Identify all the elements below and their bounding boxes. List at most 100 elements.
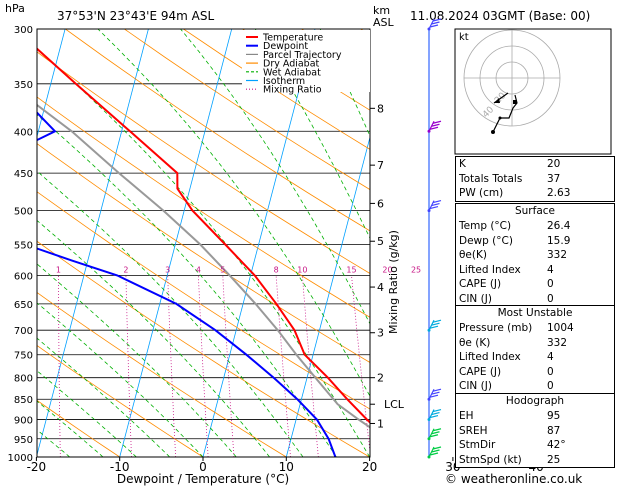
surface-panel: Surface Temp (°C) 26.4 Dewp (°C) 15.9 θe(K) 3… [455,203,615,307]
legend-label: Dewpoint [263,41,308,52]
sounding-series [37,47,370,457]
wind-barb [427,408,442,422]
legend-label: Isotherm [263,76,305,87]
wet-adiabat-line [37,429,70,457]
isotherm-line [37,29,149,457]
mixing-ratio-line [167,275,176,457]
height-km-label: 2 [377,372,384,385]
surface-value: 26.4 [547,220,571,232]
mixing-ratio-line [275,275,291,457]
hodograph-param-label: StmDir [459,439,496,451]
surface-value: 4 [547,263,554,276]
wet-adiabat-line [37,370,137,457]
wind-barb [427,120,442,133]
isotherm-line [119,29,233,457]
index-row: Totals Totals 37 [456,172,614,187]
mixing-ratio-labels: 1 2 3 4 5 8 10 15 20 25 [56,265,421,274]
surface-row: CAPE (J) 0 [456,277,614,292]
mixing-ratio-line [302,275,319,457]
wet-adiabat-line [37,219,270,457]
wet-adiabat-line [254,29,370,240]
surface-row: Dewp (°C) 15.9 [456,234,614,249]
index-row: PW (cm) 2.63 [456,186,614,201]
most-unstable-row: Pressure (mb) 1004 [456,321,614,336]
index-label: Totals Totals [459,172,523,185]
temperature-tick-label: 0 [199,460,207,474]
surface-label: θe(K) [459,249,487,261]
dry-adiabat-line [37,399,120,457]
hodograph-param-row: StmDir 42° [456,438,614,453]
most-unstable-value: 4 [547,351,554,363]
index-value: 20 [547,158,561,170]
wet-adiabat-line [37,337,170,457]
surface-value: 332 [547,249,568,261]
surface-label: Temp (°C) [459,220,512,232]
mixing-ratio-label: 20 [382,265,392,274]
location-title: 37°53'N 23°43'E 94m ASL [57,9,214,23]
index-value: 2.63 [547,187,571,199]
mixing-ratio-line [351,275,370,456]
legend-label: Mixing Ratio [263,85,322,96]
mixing-ratio-label: 8 [274,265,279,274]
height-km-label: 5 [377,235,384,248]
km-axis-title: km [373,4,390,17]
isotherm-line [202,29,316,457]
wet-adiabat-line [97,29,370,397]
hodograph-param-label: StmSpd (kt) [459,453,522,466]
wet-adiabat-line [37,263,237,457]
pressure-tick-label: 900 [14,416,33,427]
hodograph-param-row: SREH 87 [456,424,614,439]
mixing-ratio-label: 10 [297,265,307,274]
mixing-ratio-line [125,275,132,457]
most-unstable-row: CIN (J) 0 [456,379,614,394]
hodograph-param-value: 87 [547,424,561,437]
most-unstable-value: 0 [547,365,554,378]
height-km-tick-labels: 1 2 3 4 5 6 7 8 LCL [370,102,405,430]
pressure-tick-label: 600 [14,271,33,282]
temperature-tick-label: 20 [362,460,377,474]
pressure-tick-label: 950 [14,435,33,446]
indices-panel: K 20 Totals Totals 37 PW (cm) 2.63 [455,156,615,202]
pressure-tick-label: 650 [14,300,33,311]
hodograph-param-label: SREH [459,424,488,437]
y2-axis-title: Mixing Ratio (g/kg) [387,230,400,334]
index-label: K [459,158,466,170]
isotherm-line [285,135,370,457]
pressure-tick-label: 700 [14,326,33,337]
series-line-temperature [37,47,370,424]
pressure-tick-label: 300 [14,25,33,36]
height-km-label: 6 [377,197,384,210]
height-km-label: 4 [377,281,384,294]
mixing-ratio-label: 1 [56,265,61,274]
surface-value: 0 [547,278,554,290]
surface-label: Dewp (°C) [459,234,513,247]
hodograph-table-panel: Hodograph EH 95 SREH 87 StmDir 42° StmSpd (kt)… [455,393,615,468]
wind-barb [427,428,442,441]
most-unstable-row: Lifted Index 4 [456,350,614,365]
hodograph-param-row: StmSpd (kt) 25 [456,453,614,468]
height-km-label: 7 [377,159,384,172]
wet-adiabat-line [37,48,370,457]
index-row: K 20 [456,157,614,172]
wind-barb [427,18,442,31]
most-unstable-label: Lifted Index [459,351,521,363]
hodograph-param-value: 95 [547,410,561,422]
dry-adiabat-line [37,191,370,410]
mixing-ratio-label: 3 [165,265,170,274]
mixing-ratio-label: 2 [123,265,128,274]
most-unstable-row: CAPE (J) 0 [456,365,614,380]
mixing-ratio-line [222,275,235,457]
temperature-tick-label: 10 [279,460,294,474]
wet-adiabat-line [37,114,337,457]
most-unstable-value: 332 [547,336,568,349]
most-unstable-value: 1004 [547,322,574,334]
dry-adiabat-line [37,143,370,363]
mixing-ratio-label: 5 [220,265,225,274]
pressure-tick-label: 500 [14,207,33,218]
pressure-tick-label: 400 [14,127,33,138]
surface-value: 15.9 [547,234,571,247]
height-km-label: 8 [377,102,384,115]
height-km-label: 1 [377,417,384,430]
wind-barb [427,200,442,213]
